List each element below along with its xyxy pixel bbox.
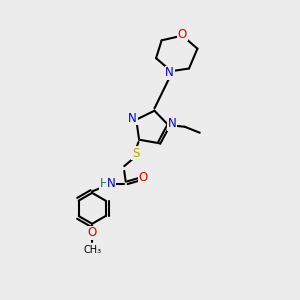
Text: N: N xyxy=(165,66,174,79)
Text: O: O xyxy=(178,28,187,40)
Text: N: N xyxy=(107,178,116,190)
Text: H: H xyxy=(100,177,108,190)
Text: S: S xyxy=(132,147,139,160)
Text: O: O xyxy=(88,226,97,239)
Text: N: N xyxy=(168,117,176,130)
Text: N: N xyxy=(128,112,137,124)
Text: O: O xyxy=(138,171,148,184)
Text: CH₃: CH₃ xyxy=(83,245,101,255)
